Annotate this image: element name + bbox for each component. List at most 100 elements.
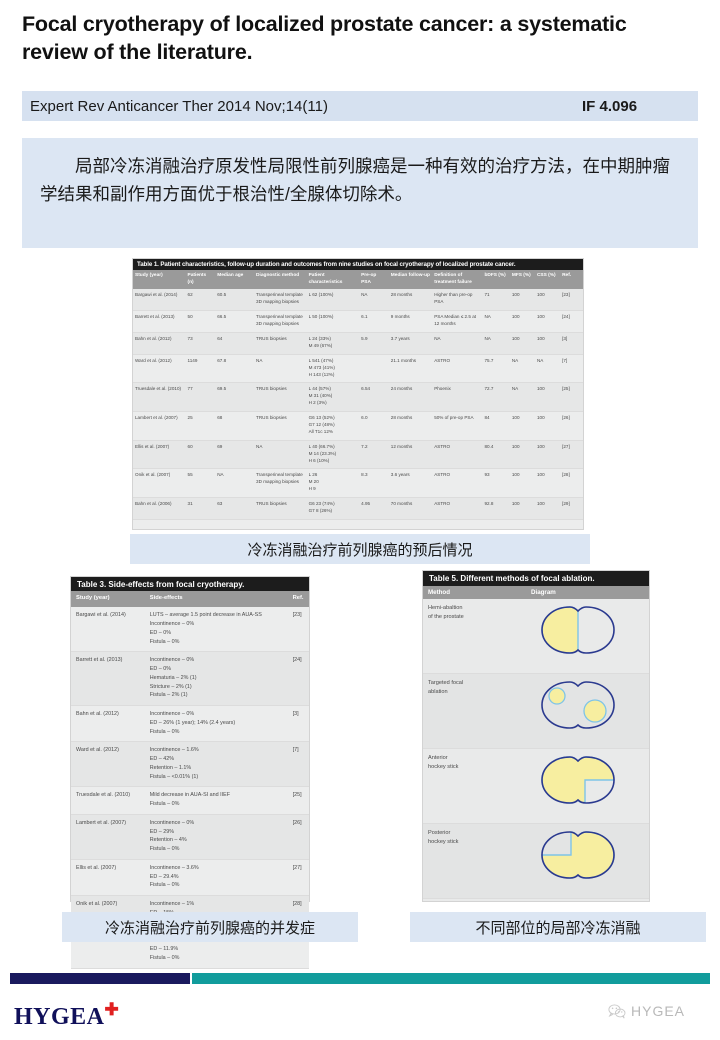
table-1-cell-css: 100	[536, 292, 545, 298]
journal-reference-bar: Expert Rev Anticancer Ther 2014 Nov;14(1…	[22, 91, 698, 121]
table-3-header-row: Study (year) Side-effects Ref.	[71, 591, 309, 608]
footer-bar-teal	[192, 973, 710, 984]
table-3-cell-effects: Incontinence – 0% ED – 26% (1 year); 14%…	[149, 711, 236, 735]
table-1-cell-bdfs: 72.7	[484, 386, 494, 392]
page-title: Focal cryotherapy of localized prostate …	[22, 12, 627, 65]
table-1-cell-study: Bahn et al. (2006)	[135, 501, 172, 507]
table-row: Onik et al. (2007) 55 NA Transperineal temp…	[133, 468, 583, 498]
table-row: Bargawi et al. (2014) 62 60.5 Transperineal…	[133, 289, 583, 311]
table-5-diagram-cell	[531, 824, 649, 898]
table-1-header-cell: CSS (%)	[536, 273, 556, 278]
wechat-label: HYGEA	[631, 1003, 686, 1019]
table-3-cell-ref: [23]	[292, 612, 302, 619]
table-3-cell-study: Barrett et al. (2013)	[76, 657, 123, 664]
table-1-cell-followup: 9 months	[390, 314, 410, 320]
table-1-cell-patients: 50	[187, 314, 193, 320]
table-5-diagram-cell	[531, 674, 649, 748]
table-1-cell-median-age: 68	[217, 415, 223, 421]
table-1-cell-mfs: 100	[511, 335, 520, 341]
caption-complications: 冷冻消融治疗前列腺癌的并发症	[62, 912, 358, 942]
hygea-logo: HYGEA✚	[14, 1000, 119, 1031]
table-1-cell-median-age: 67.8	[217, 357, 227, 363]
table-3-title: Table 3. Side-effects from focal cryothe…	[71, 577, 309, 591]
table-5-row: Targeted focal ablation	[423, 674, 649, 749]
table-1-cell-preop-psa: 8.3	[361, 472, 368, 478]
table-row: Lambert et al. (2007) Incontinence – 0% E…	[71, 814, 309, 860]
table-1-cell-followup: 3.7 years	[390, 335, 410, 341]
table-row: Truesdale et al. (2010) 77 69.5 TRUS biopsi…	[133, 382, 583, 412]
table-1-cell-median-age: 69	[217, 443, 223, 449]
table-1-cell-followup: 28 months	[390, 292, 413, 298]
table-3-header-cell: Study (year)	[76, 595, 110, 601]
table-1-cell-median-age: 60.5	[217, 292, 227, 298]
table-3-cell-study: Onik et al. (2007)	[76, 901, 118, 908]
table-1-cell-preop-psa: 6.54	[361, 386, 371, 392]
table-5-header-method: Method	[428, 589, 450, 596]
table-5-header-row: Method Diagram	[423, 586, 649, 599]
table-row: Ward et al. (2012) Incontinence – 1.6% ED…	[71, 741, 309, 787]
table-1-cell-css: 100	[536, 443, 545, 449]
table-3-header-cell: Ref.	[292, 595, 304, 601]
table-1-cell-study: Bargawi et al. (2014)	[135, 292, 178, 298]
table-5-row: Posterior hockey stick	[423, 824, 649, 899]
table-5-header-diagram: Diagram	[531, 589, 556, 596]
table-1-cell-study: Ward et al. (2012)	[135, 357, 172, 363]
table-1-cell-diagnostic: NA	[256, 443, 263, 449]
table-1-cell-preop-psa: NA	[361, 292, 368, 298]
table-1-cell-study: Barrett et al. (2013)	[135, 314, 175, 320]
table-1-cell-characteristics: L 26 M 20 H 9	[308, 472, 319, 492]
table-1-cell-diagnostic: Transperineal template 3D mapping biopsi…	[256, 314, 303, 327]
table-1-cell-diagnostic: Transperineal template 3D mapping biopsi…	[256, 472, 303, 485]
table-1-cell-patients: 73	[187, 335, 193, 341]
hemi-ablation-diagram	[541, 606, 615, 654]
table-1-cell-failure-def: 50% of pre-op PSA	[434, 415, 474, 421]
table-1-cell-ref: [24]	[562, 314, 570, 320]
table-1-cell-followup: 3.6 years	[390, 472, 410, 478]
table-1-cell-mfs: 100	[511, 443, 520, 449]
table-1-cell-ref: [23]	[562, 292, 570, 298]
table-1-cell-ref: [3]	[562, 335, 568, 341]
table-row: Ellis et al. (2007) Incontinence – 3.6% E…	[71, 859, 309, 896]
table-1-cell-css: 100	[536, 472, 545, 478]
table-1-cell-bdfs: 71	[484, 292, 490, 298]
table-row: Truesdale et al. (2010) Mild decrease in …	[71, 786, 309, 815]
table-3-cell-study: Lambert et al. (2007)	[76, 819, 127, 826]
table-1-cell-ref: [27]	[562, 443, 570, 449]
table-1-cell-failure-def: ASTRO	[434, 357, 451, 363]
table-1-cell-characteristics: L 541 (47%) M 473 (41%) H 143 (12%)	[308, 357, 335, 377]
table-1-cell-bdfs: 93	[484, 472, 490, 478]
table-row: Bargawi et al. (2014) LUTS – average 1.5 …	[71, 607, 309, 652]
table-1-cell-median-age: 66.5	[217, 314, 227, 320]
impact-factor: IF 4.096	[582, 97, 638, 115]
table-1-cell-css: 100	[536, 501, 545, 507]
table-5-method-label: Posterior hockey stick	[428, 830, 459, 845]
table-1-cell-study: Ellis et al. (2007)	[135, 443, 170, 449]
table-1-cell-followup: 12 months	[390, 443, 413, 449]
table-1-header-row: Study (year) Patients (n) Median age Diagno…	[133, 270, 583, 290]
footer-bar-navy	[10, 973, 190, 984]
table-1-header-cell: Median age	[217, 273, 244, 278]
table-1-cell-patients: 62	[187, 292, 193, 298]
table-1-cell-mfs: 100	[511, 292, 520, 298]
table-1-cell-diagnostic: TRUS biopsies	[256, 501, 287, 507]
table-3-cell-ref: [24]	[292, 657, 302, 664]
table-1-cell-bdfs: 75.7	[484, 357, 494, 363]
table-1-cell-median-age: NA	[217, 472, 224, 478]
table-3-cell-study: Bahn et al. (2012)	[76, 711, 119, 718]
table-1-cell-ref: [26]	[562, 415, 570, 421]
table-1-cell-diagnostic: TRUS biopsies	[256, 415, 287, 421]
posterior-hockey-stick-diagram	[541, 831, 615, 879]
journal-citation: Expert Rev Anticancer Ther 2014 Nov;14(1…	[30, 97, 328, 115]
table-1-cell-failure-def: ASTRO	[434, 472, 451, 478]
table-5-method-label: Hemi-abaltion of the prostate	[428, 605, 464, 620]
table-3-cell-effects: Mild decrease in AUA-SI and IIEF Fistula…	[149, 792, 231, 808]
table-row: Ward et al. (2012) 1149 67.8 NA L 541 (47%) …	[133, 354, 583, 383]
table-1-cell-median-age: 63	[217, 501, 223, 507]
table-1-cell-bdfs: 92.8	[484, 501, 494, 507]
table-5-method-label: Targeted focal ablation	[428, 680, 464, 695]
table-3-cell-ref: [28]	[292, 901, 302, 908]
wechat-icon	[608, 1003, 626, 1018]
table-1-cell-css: NA	[536, 357, 544, 363]
table-1-cell-patients: 31	[187, 501, 193, 507]
